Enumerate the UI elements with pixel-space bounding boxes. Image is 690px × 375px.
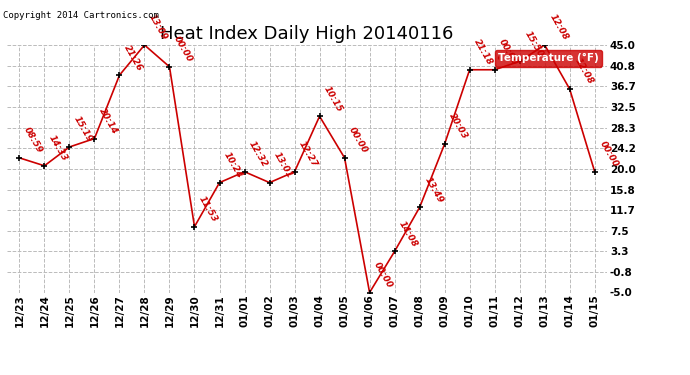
Text: 00:00: 00:00 <box>347 126 369 155</box>
Title: Heat Index Daily High 20140116: Heat Index Daily High 20140116 <box>160 26 454 44</box>
Text: 12:08: 12:08 <box>573 57 595 86</box>
Text: 13:01: 13:01 <box>273 150 295 180</box>
Text: 10:15: 10:15 <box>322 84 344 114</box>
Text: 15:50: 15:50 <box>522 29 544 58</box>
Text: 21:18: 21:18 <box>473 38 495 67</box>
Text: 12:32: 12:32 <box>247 140 269 169</box>
Text: 00:00: 00:00 <box>172 35 195 64</box>
Text: 11:53: 11:53 <box>197 195 219 224</box>
Text: 10:24: 10:24 <box>222 150 244 180</box>
Text: 20:14: 20:14 <box>97 106 119 136</box>
Text: 08:59: 08:59 <box>22 126 44 155</box>
Text: 00:00: 00:00 <box>497 38 520 67</box>
Text: 00:00: 00:00 <box>373 260 395 290</box>
Text: 12:27: 12:27 <box>297 140 319 169</box>
Text: 14:33: 14:33 <box>47 134 69 163</box>
Text: 13:09: 13:09 <box>147 13 169 42</box>
Text: 00:00: 00:00 <box>598 140 620 169</box>
Text: 13:49: 13:49 <box>422 175 444 205</box>
Text: 15:19: 15:19 <box>72 115 95 144</box>
Legend: Temperature (°F): Temperature (°F) <box>495 50 602 66</box>
Text: 12:08: 12:08 <box>547 13 569 42</box>
Text: 14:08: 14:08 <box>397 219 420 249</box>
Text: Copyright 2014 Cartronics.com: Copyright 2014 Cartronics.com <box>3 11 159 20</box>
Text: 21:26: 21:26 <box>122 43 144 72</box>
Text: 20:03: 20:03 <box>447 112 469 141</box>
